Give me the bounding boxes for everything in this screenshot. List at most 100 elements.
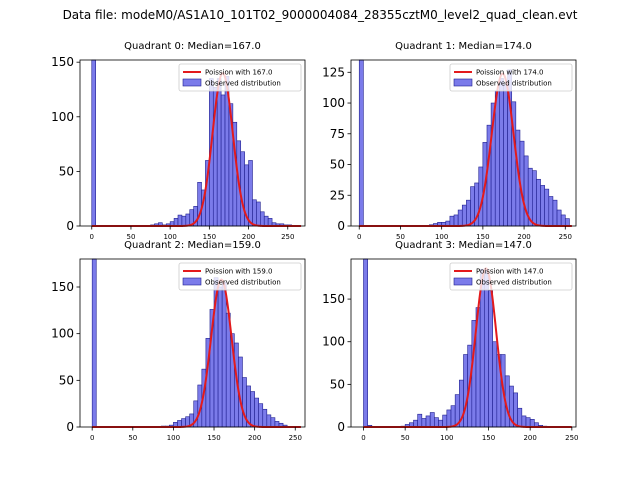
- axes-frame: [350, 258, 577, 428]
- histogram-bar: [263, 215, 269, 227]
- histogram-bar: [521, 415, 527, 428]
- quadrant-1-panel: 0 50 100 150 200 250 0 25 50 75 100 125 Quadrant 1: …: [322, 41, 577, 241]
- x-tick-label: 250: [559, 233, 572, 241]
- histogram-bar: [425, 415, 431, 428]
- histogram-bar: [434, 417, 439, 428]
- y-tick-label: 100: [322, 335, 345, 349]
- subplot-title: Quadrant 2: Median=159.0: [124, 240, 261, 251]
- x-tick-label: 50: [401, 434, 410, 442]
- y-tick-label: 50: [59, 164, 74, 178]
- histogram-bar: [248, 160, 253, 227]
- histogram-bar: [488, 290, 493, 428]
- x-tick-label: 100: [440, 434, 453, 442]
- histogram-bar: [442, 414, 448, 428]
- quadrant-2-panel: 0 50 100 150 200 250 0 50 100 150 Quadrant 2: Medi…: [51, 240, 306, 442]
- histogram-bar: [258, 403, 264, 428]
- histogram-bar: [173, 218, 179, 227]
- x-tick-label: 200: [248, 434, 261, 442]
- x-tick-label: 100: [163, 233, 176, 241]
- histogram-bar: [270, 417, 276, 428]
- histogram-bar: [449, 215, 455, 227]
- legend-box: [449, 63, 573, 92]
- x-tick-label: 150: [482, 434, 495, 442]
- quadrant-3-panel: 0 50 100 150 200 250 0 50 100 150 Quadrant 3: Medi…: [322, 240, 578, 442]
- x-tick-label: 50: [396, 233, 405, 241]
- x-tick-label: 50: [128, 434, 137, 442]
- histogram-bar: [266, 414, 272, 428]
- y-tick-label: 150: [322, 292, 345, 306]
- histogram-bar: [484, 268, 489, 428]
- histogram-bar: [556, 209, 562, 227]
- histogram-bar: [217, 286, 223, 428]
- histogram-bar: [358, 59, 364, 227]
- histogram-bar: [540, 185, 545, 227]
- legend-bar-swatch: [182, 78, 202, 87]
- bars: [363, 258, 548, 428]
- histogram-bar: [457, 209, 463, 227]
- x-tick-label: 250: [565, 434, 578, 442]
- y-tick-label: 0: [66, 219, 74, 233]
- histogram-bar: [267, 218, 273, 227]
- axes-frame: [79, 258, 306, 428]
- legend-label-poisson: Poission with 159.0: [205, 268, 273, 276]
- histogram-bar: [262, 408, 268, 428]
- x-tick-label: 250: [289, 434, 302, 442]
- x-tick-label: 200: [242, 233, 255, 241]
- histogram-bar: [552, 199, 558, 227]
- x-tick-label: 150: [207, 434, 220, 442]
- histogram-bar: [260, 211, 265, 227]
- y-tick-label: 0: [337, 420, 345, 434]
- y-tick-label: 0: [66, 420, 74, 434]
- legend-label-poisson: Poission with 167.0: [205, 69, 273, 77]
- histogram-bar: [466, 199, 471, 227]
- histogram-bar: [525, 417, 531, 428]
- legend: Poission with 167.0 Observed distribution: [178, 63, 302, 92]
- y-tick-label: 50: [330, 377, 345, 391]
- y-tick-label: 25: [330, 188, 345, 202]
- x-tick-label: 0: [90, 233, 94, 241]
- x-tick-label: 250: [281, 233, 294, 241]
- legend-label-observed: Observed distribution: [476, 80, 552, 88]
- x-tick-label: 50: [126, 233, 135, 241]
- histogram-bar: [256, 201, 261, 227]
- subplot-title: Quadrant 3: Median=147.0: [395, 240, 532, 251]
- legend-label-poisson: Poission with 147.0: [476, 268, 544, 276]
- histogram-bar: [91, 59, 96, 227]
- histogram-bar: [429, 412, 435, 428]
- histogram-bar: [461, 204, 467, 227]
- legend-bar-swatch: [453, 277, 473, 286]
- axes-frame: [79, 59, 306, 227]
- histogram-bar: [240, 151, 245, 227]
- histogram-bar: [177, 214, 183, 227]
- histogram-bar: [438, 419, 443, 428]
- legend-box: [178, 262, 302, 291]
- histogram-bar: [225, 312, 231, 428]
- legend-box: [449, 262, 573, 291]
- histogram-bar: [417, 413, 423, 428]
- y-tick-label: 100: [51, 110, 74, 124]
- histogram-bar: [517, 407, 523, 428]
- histogram-bar: [529, 419, 535, 428]
- histogram-bar: [363, 258, 368, 428]
- histogram-bar: [499, 78, 504, 227]
- histogram-bar: [564, 218, 570, 227]
- y-tick-label: 50: [330, 158, 345, 172]
- legend-bar-swatch: [182, 277, 202, 286]
- legend-label-observed: Observed distribution: [205, 279, 281, 287]
- x-tick-label: 200: [523, 434, 536, 442]
- y-tick-label: 100: [51, 327, 74, 341]
- poisson-curve: [91, 71, 302, 227]
- histogram-bar: [453, 214, 459, 227]
- histogram-bar: [536, 178, 541, 227]
- y-tick-label: 75: [330, 127, 345, 141]
- x-tick-label: 150: [476, 233, 489, 241]
- quadrant-0-panel: 0 50 100 150 200 250 0 50 100 150 Quadrant 0: Medi…: [51, 41, 306, 241]
- histogram-bar: [513, 392, 518, 428]
- legend: Poission with 174.0 Observed distribution: [449, 63, 573, 92]
- histogram-bar: [503, 84, 508, 227]
- histogram-bar: [413, 419, 418, 428]
- legend-label-poisson: Poission with 174.0: [476, 69, 544, 77]
- histogram-bar: [532, 170, 537, 227]
- y-tick-label: 125: [322, 65, 345, 79]
- figure-title: Data file: modeM0/AS1A10_101T02_90000040…: [62, 8, 578, 22]
